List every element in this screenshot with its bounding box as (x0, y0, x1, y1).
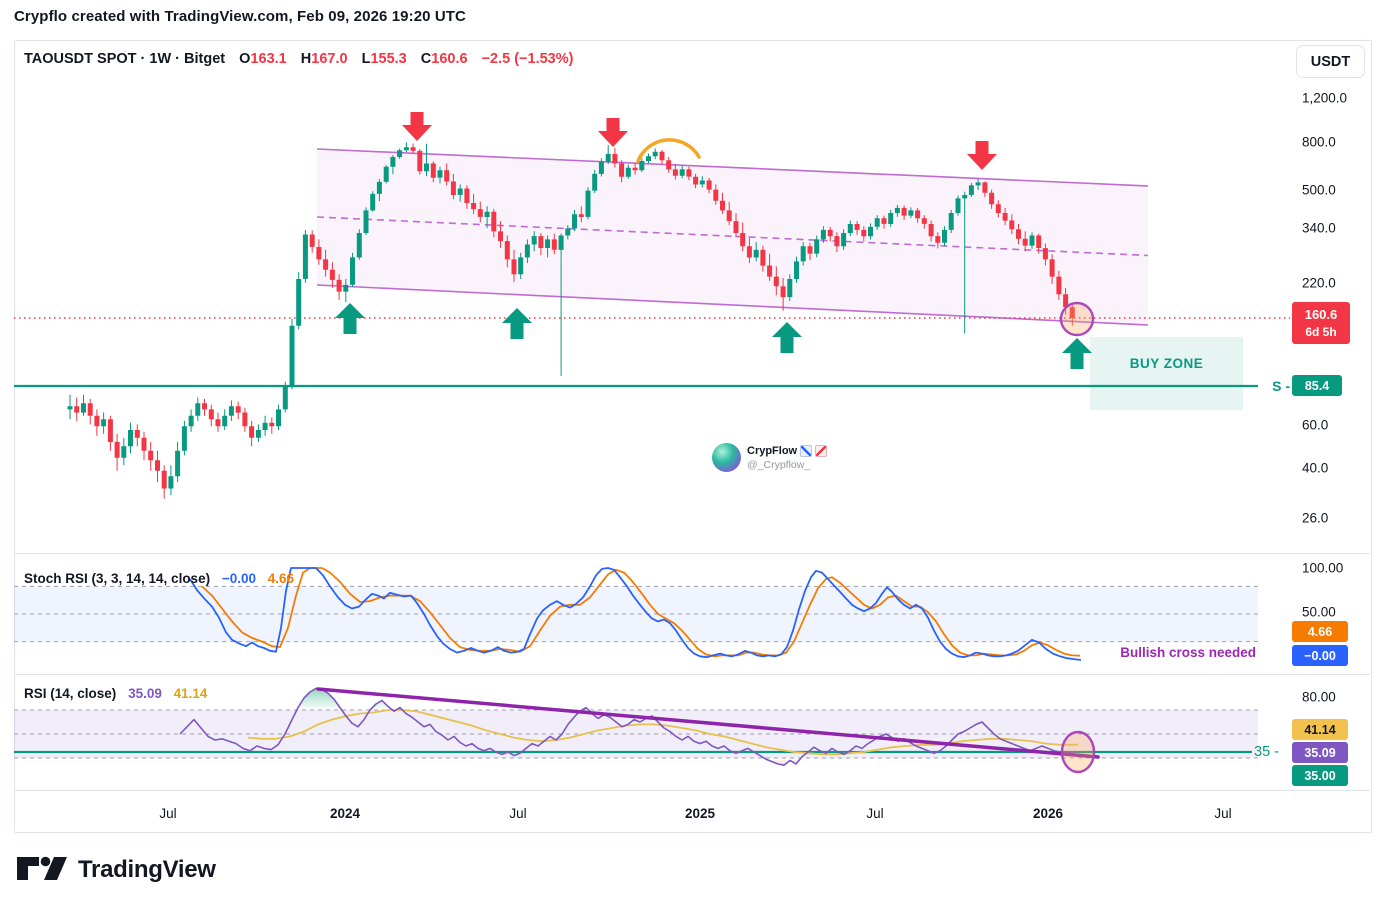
header-credit: Crypflo created with TradingView.com, Fe… (14, 8, 466, 25)
stoch-k-value: −0.00 (221, 571, 257, 586)
low-label: L (361, 51, 371, 67)
watermark-name: CrypFlow (747, 445, 798, 457)
rsi-title[interactable]: RSI (14, close) (24, 686, 117, 701)
time-axis-label: 2024 (329, 806, 361, 821)
time-axis-label: Jul (866, 806, 884, 821)
close-label: C (420, 51, 432, 67)
high-value: 167.0 (311, 51, 348, 67)
rsi-level-badge: 35.00 (1292, 765, 1348, 786)
price-axis-label: 60.0 (1302, 417, 1329, 433)
candle-chart-icon (815, 445, 828, 457)
symbol-bar: TAOUSDT SPOT · 1W · Bitget O163.1 H167.0… (24, 51, 573, 67)
price-axis-label: 500.0 (1302, 182, 1336, 198)
open-label: O (239, 51, 251, 67)
tradingview-logo[interactable]: TradingView (16, 855, 216, 885)
price-axis-label: 40.0 (1302, 460, 1329, 476)
price-axis-label: 1,200.0 (1302, 90, 1348, 106)
time-axis-label: Jul (1214, 806, 1232, 821)
time-axis-label: Jul (159, 806, 177, 821)
last-price-value: 160.6 (1304, 307, 1338, 323)
symbol-title[interactable]: TAOUSDT SPOT · 1W · Bitget (24, 51, 226, 67)
line-chart-icon (800, 445, 813, 457)
time-axis-label: 2026 (1032, 806, 1064, 821)
stoch-tick-50: 50.00 (1302, 604, 1336, 620)
rsi-ma-value: 41.14 (173, 686, 208, 701)
stoch-k-badge: −0.00 (1292, 645, 1348, 666)
rsi-ma-badge: 41.14 (1292, 719, 1348, 740)
stoch-rsi-title[interactable]: Stoch RSI (3, 3, 14, 14, close) (24, 571, 211, 586)
price-axis-label: 340.0 (1302, 220, 1336, 236)
rsi-value: 35.09 (128, 686, 162, 701)
support-price-badge: 85.4 (1292, 375, 1342, 396)
rsi-title-row: RSI (14, close) 35.09 41.14 (24, 686, 207, 701)
price-axis-label: 26.0 (1302, 510, 1329, 526)
buy-zone-label: BUY ZONE (1129, 355, 1204, 371)
watermark-handle: @_Crypflow_ (747, 459, 811, 471)
open-value: 163.1 (250, 51, 287, 67)
stoch-d-value: 4.66 (267, 571, 295, 586)
high-label: H (300, 51, 312, 67)
rsi-tick-80: 80.00 (1302, 689, 1336, 705)
rsi-35-level-label: 35 - (1254, 744, 1279, 760)
tradingview-logo-icon (17, 856, 67, 880)
bar-countdown: 6d 5h (1305, 324, 1337, 339)
currency-button[interactable]: USDT (1296, 45, 1365, 78)
stoch-d-badge: 4.66 (1292, 621, 1348, 642)
last-price-badge: 160.6 6d 5h (1292, 302, 1350, 344)
rsi-value-badge: 35.09 (1292, 742, 1348, 763)
avatar (712, 443, 741, 472)
low-value: 155.3 (370, 51, 407, 67)
chart-card (14, 40, 1372, 833)
tradingview-logo-text: TradingView (78, 856, 216, 883)
bullish-cross-note: Bullish cross needed (1120, 645, 1256, 660)
close-value: 160.6 (431, 51, 468, 67)
stoch-rsi-title-row: Stoch RSI (3, 3, 14, 14, close) −0.00 4.… (24, 571, 294, 586)
time-axis-label: Jul (509, 806, 527, 821)
time-axis-label: 2025 (684, 806, 716, 821)
price-axis-label: 800.0 (1302, 134, 1336, 150)
price-axis-label: 220.0 (1302, 275, 1336, 291)
change-value: −2.5 (−1.53%) (481, 51, 574, 67)
support-label: S - (1272, 378, 1290, 394)
stoch-tick-100: 100.00 (1302, 560, 1344, 576)
watermark: CrypFlow @_Crypflow_ (712, 443, 828, 472)
